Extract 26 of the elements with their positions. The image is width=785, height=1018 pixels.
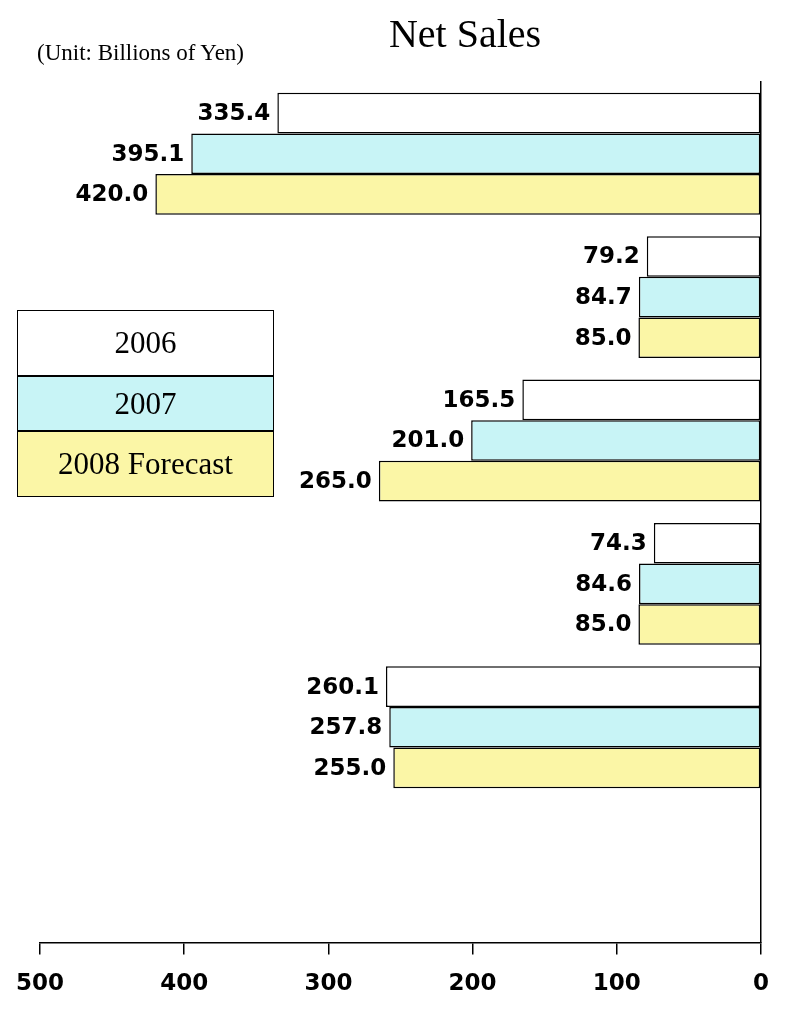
data-label: 255.0 (313, 753, 387, 780)
data-label: 84.6 (575, 569, 633, 596)
data-label: 257.8 (309, 713, 383, 740)
data-label: 395.1 (111, 139, 185, 166)
x-tick-label: 400 (160, 969, 209, 996)
data-label: 79.2 (583, 242, 640, 269)
data-label: 201.0 (391, 426, 465, 453)
data-label: 74.3 (590, 529, 647, 556)
x-tick-label: 500 (16, 969, 65, 996)
text: 2007 (17, 376, 274, 431)
data-label: 84.7 (575, 283, 632, 310)
x-tick-label: 100 (592, 969, 641, 996)
data-label: 265.0 (299, 467, 372, 494)
data-label: 420.0 (75, 180, 149, 207)
x-tick-label: 200 (448, 969, 497, 996)
data-label: 85.0 (574, 323, 632, 350)
x-tick-label: 0 (752, 969, 770, 996)
text: 2008 Forecast (17, 431, 274, 497)
data-label: 165.5 (442, 385, 516, 412)
data-label: 335.4 (197, 99, 271, 126)
data-label: 260.1 (306, 672, 379, 699)
x-tick-label: 300 (304, 969, 353, 996)
data-label: 85.0 (574, 610, 632, 637)
chart-title: Net Sales (387, 10, 543, 57)
text: 2006 (17, 310, 274, 376)
chart-subtitle: (Unit: Billions of Yen) (37, 40, 245, 66)
